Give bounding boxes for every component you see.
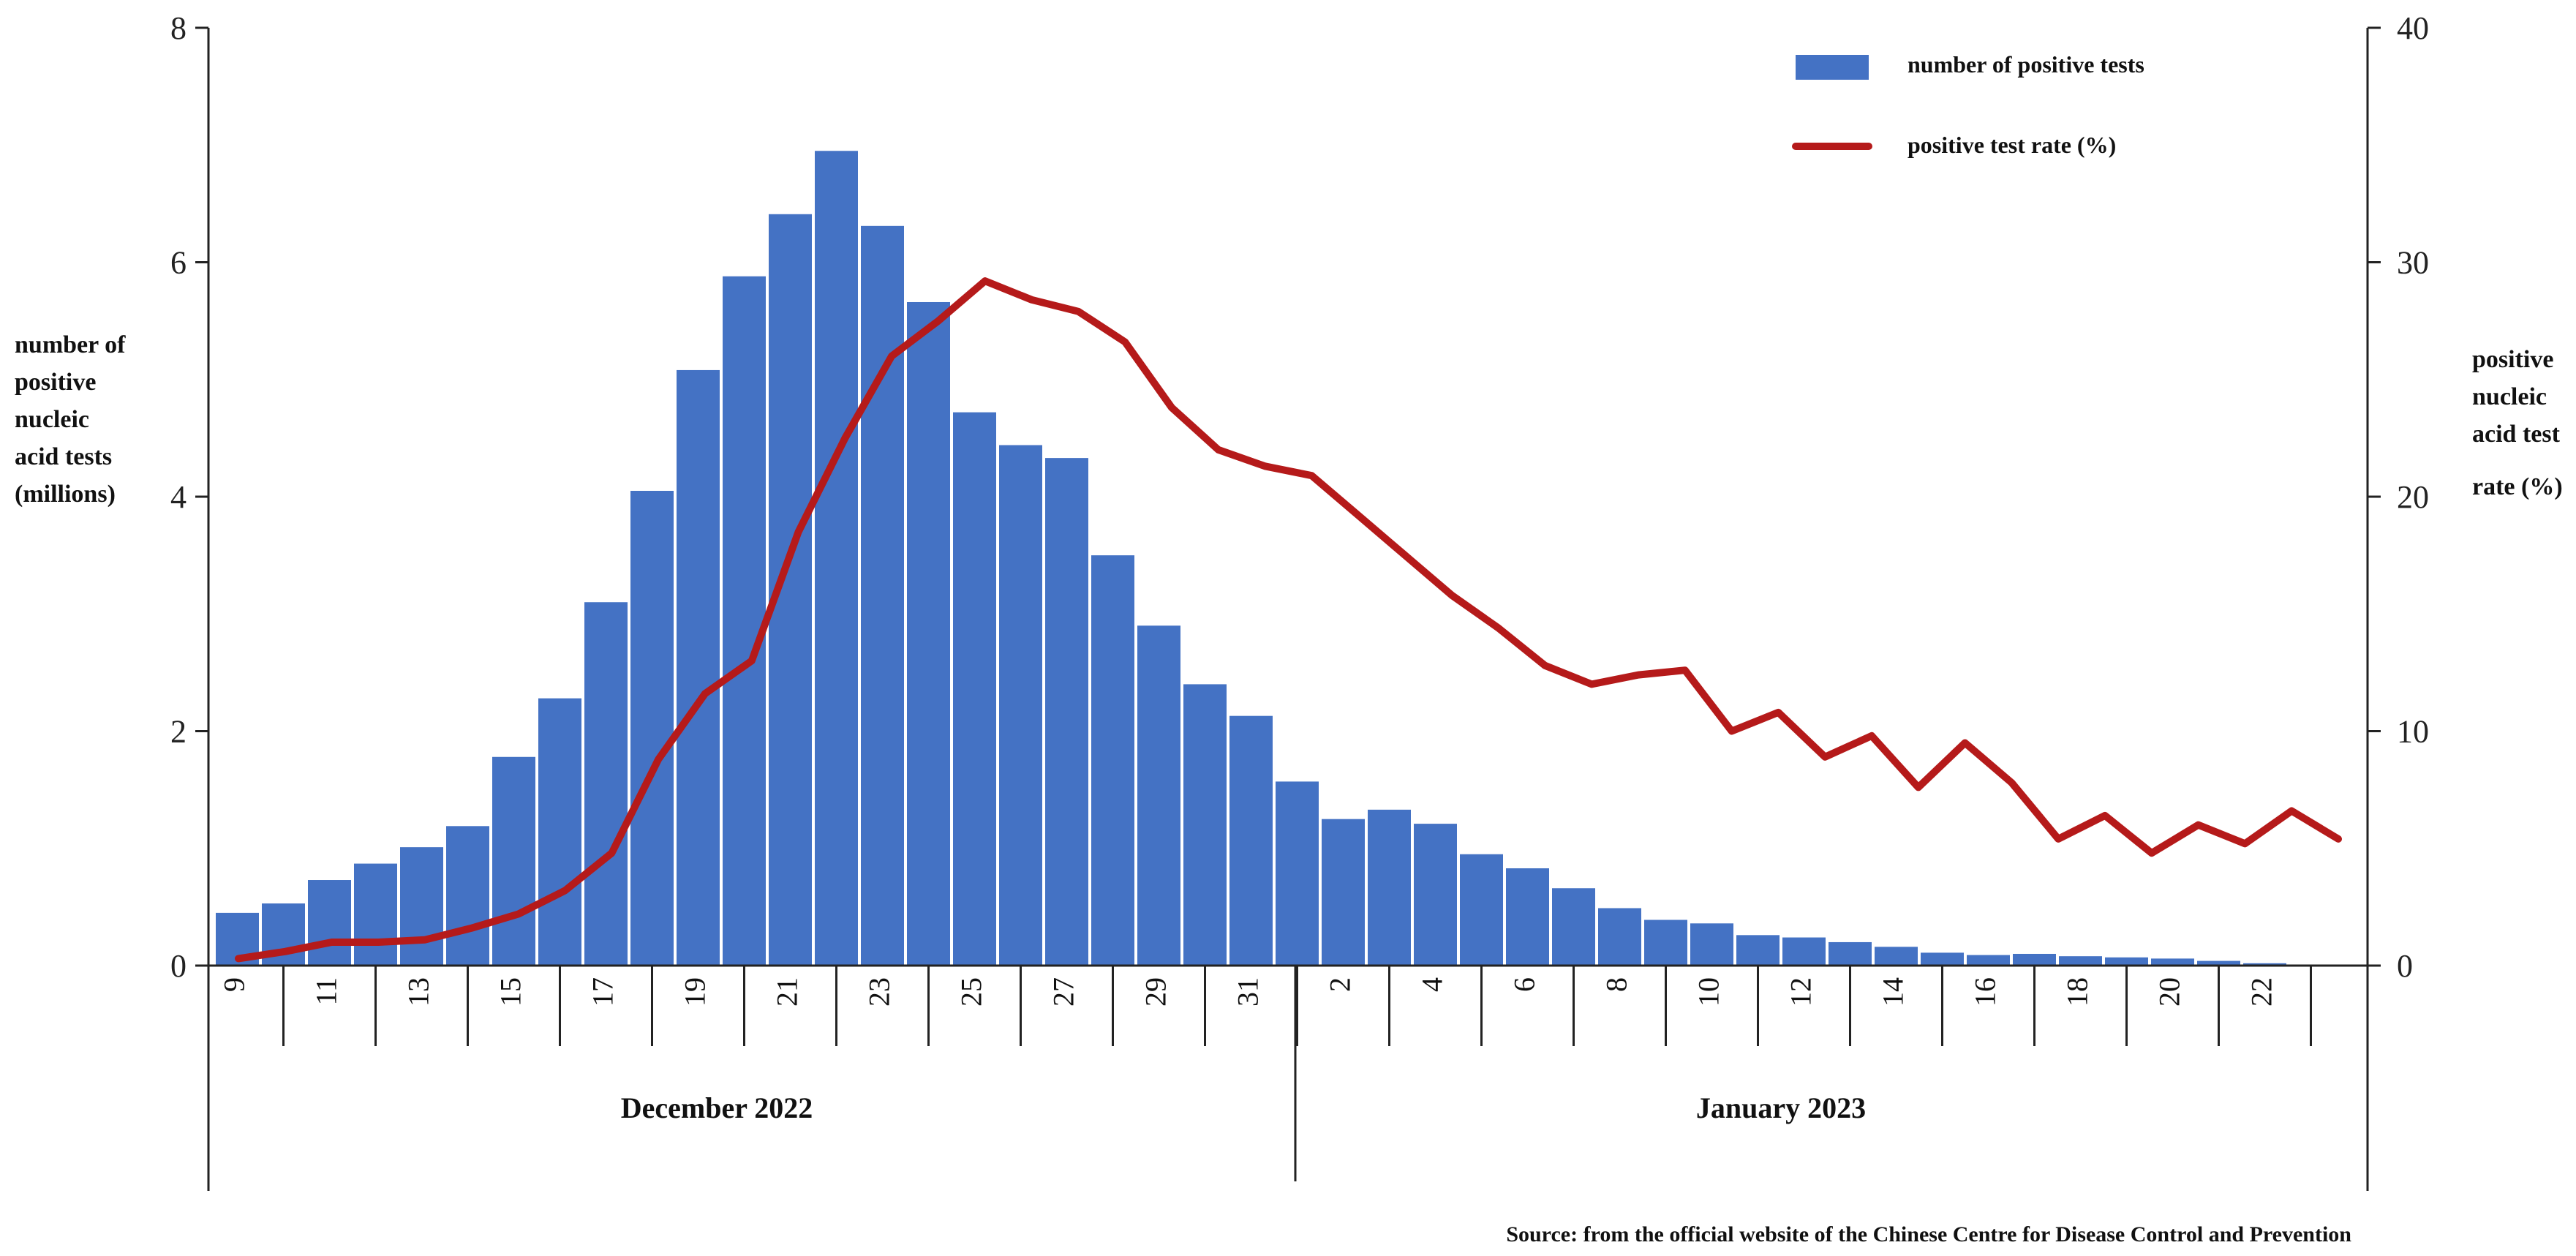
bar [1460, 854, 1503, 966]
bar [1644, 920, 1687, 966]
bar [400, 847, 443, 966]
x-tick-label: 10 [1692, 977, 1725, 1007]
bar [861, 225, 904, 966]
bar [999, 445, 1042, 966]
x-tick-label: 19 [679, 977, 712, 1007]
legend-bar-label: number of positive tests [1907, 51, 2144, 78]
x-tick-label: 22 [2245, 977, 2278, 1007]
bar [584, 602, 628, 966]
bar [492, 756, 535, 966]
left-tick-label: 6 [170, 245, 187, 281]
x-ticks: 9 11 13 15 17 19 21 23 25 27 29 31 2 4 6 8 10 12 14 16 18 20 2… [218, 966, 2312, 1046]
x-tick-label: 25 [955, 977, 988, 1007]
x-tick-label: 9 [218, 977, 251, 992]
right-tick-label: 10 [2397, 714, 2429, 750]
bar [1414, 824, 1457, 966]
bar [1045, 458, 1088, 966]
x-tick-label: 16 [1969, 977, 2002, 1007]
bar [1276, 781, 1319, 966]
line-series-group [235, 277, 2342, 963]
x-tick-label: 8 [1600, 977, 1633, 992]
left-tick-label: 0 [170, 948, 187, 984]
bar [1552, 888, 1595, 966]
x-tick-label: 17 [587, 977, 619, 1007]
x-tick-label: 31 [1232, 977, 1265, 1007]
x-tick-label: 21 [771, 977, 804, 1007]
bar-series [216, 151, 2286, 966]
left-tick-label: 4 [170, 479, 187, 515]
legend-bar-swatch [1796, 55, 1869, 80]
bar [354, 863, 397, 966]
bar [446, 826, 489, 966]
bar [723, 276, 766, 966]
left-tick-label: 8 [170, 10, 187, 46]
right-tick-label: 20 [2397, 479, 2429, 515]
bar [2059, 956, 2102, 966]
x-tick-label: 6 [1508, 977, 1541, 992]
legend: number of positive tests positive test r… [1792, 51, 2144, 158]
right-tick-label: 40 [2397, 10, 2429, 46]
x-tick-label: 13 [402, 977, 435, 1007]
x-tick-label: 11 [310, 977, 343, 1006]
bar [953, 412, 996, 966]
x-tick-label: 20 [2153, 977, 2186, 1007]
left-tick-label: 2 [170, 714, 187, 750]
bar [630, 490, 674, 966]
bar [2243, 963, 2286, 966]
bar [2197, 960, 2240, 966]
bar [1690, 923, 1733, 966]
x-tick-label: 29 [1140, 977, 1172, 1007]
left-y-ticks: 0 2 4 6 8 [170, 10, 208, 984]
bar [1967, 955, 2010, 966]
legend-line-label: positive test rate (%) [1907, 132, 2116, 158]
bar [1736, 935, 1780, 966]
bar [1598, 908, 1641, 966]
x-tick-label: 18 [2061, 977, 2094, 1007]
bar [1921, 952, 1964, 966]
bar [1829, 941, 1872, 966]
bar [815, 151, 858, 966]
left-axis-title: number of positive nucleic acid tests (m… [15, 331, 132, 508]
x-tick-label: 27 [1047, 977, 1080, 1007]
bar [1091, 555, 1134, 966]
positive-rate-line [235, 277, 2342, 963]
x-tick-label: 14 [1877, 977, 1910, 1007]
right-tick-label: 0 [2397, 948, 2413, 984]
right-tick-label: 30 [2397, 245, 2429, 281]
bar [907, 301, 950, 966]
axes [207, 28, 2369, 1191]
x-tick-label: 4 [1416, 977, 1449, 992]
month-label-january: January 2023 [1696, 1091, 1866, 1124]
right-axis-title: positive nucleic acid test rate (%) [2472, 346, 2566, 500]
bar [1137, 625, 1180, 966]
bar [1229, 715, 1273, 966]
bar [1322, 819, 1365, 966]
x-tick-label: 2 [1324, 977, 1357, 992]
bar [1183, 684, 1227, 966]
bar [2013, 953, 2056, 966]
bar [2105, 957, 2148, 966]
source-note: Source: from the official website of the… [1506, 1222, 2351, 1246]
bar [2151, 958, 2194, 966]
bar [1875, 947, 1918, 966]
bar [1368, 809, 1411, 966]
month-label-december: December 2022 [621, 1091, 813, 1124]
bar [1782, 937, 1826, 966]
x-tick-label: 12 [1785, 977, 1818, 1007]
bar [1506, 868, 1549, 966]
right-y-ticks: 0 10 20 30 40 [2368, 10, 2429, 984]
bar [677, 369, 720, 966]
bar [308, 880, 351, 966]
x-tick-label: 15 [494, 977, 527, 1007]
bar [538, 698, 581, 966]
x-tick-label: 23 [863, 977, 896, 1007]
